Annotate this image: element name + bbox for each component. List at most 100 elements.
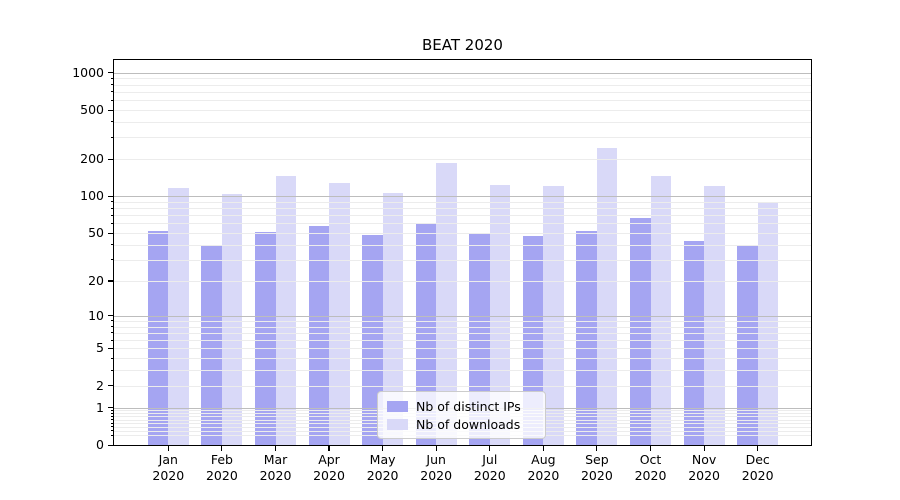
y-minor-tick-40 xyxy=(110,244,114,246)
bar-ips-mar xyxy=(255,232,276,445)
gridline-200 xyxy=(114,159,811,161)
y-tick-1 xyxy=(108,407,114,409)
x-label-month: Feb xyxy=(210,452,233,467)
gridline-50 xyxy=(114,233,811,235)
x-label-month: Dec xyxy=(745,452,770,467)
y-minor-tick-80 xyxy=(110,207,114,209)
y-minor-tick-800 xyxy=(110,84,114,86)
x-tick-dec xyxy=(757,445,759,451)
bar-downloads-dec xyxy=(757,201,779,445)
y-minor-tick-2 xyxy=(110,385,114,387)
gridline-6 xyxy=(114,340,811,342)
x-tick-jun xyxy=(435,445,437,451)
x-axis-label-nov: Nov 2020 xyxy=(672,452,736,483)
y-minor-tick-3 xyxy=(110,369,114,371)
y-minor-tick-8 xyxy=(110,326,114,328)
y-minor-tick-900 xyxy=(110,77,114,79)
x-tick-oct xyxy=(649,445,652,451)
x-label-year: 2020 xyxy=(205,467,238,483)
gridline-900 xyxy=(114,78,811,80)
x-label-year: 2020 xyxy=(634,467,667,483)
x-axis-label-apr: Apr 2020 xyxy=(297,452,361,483)
y-minor-tick-4 xyxy=(110,357,114,359)
x-label-year: 2020 xyxy=(152,467,185,483)
x-axis-label-jan: Jan 2020 xyxy=(136,452,200,483)
y-tick-0 xyxy=(108,444,114,446)
x-axis-label-feb: Feb 2020 xyxy=(190,452,254,483)
y-minor-tick-700 xyxy=(110,91,114,93)
x-axis-label-may: May 2020 xyxy=(351,452,415,483)
x-label-year: 2020 xyxy=(580,467,613,483)
legend-label: Nb of downloads xyxy=(416,416,521,432)
chart-title: BEAT 2020 xyxy=(422,36,503,54)
y-minor-tick-20 xyxy=(110,280,114,282)
legend-entry-distinct-ips: Nb of distinct IPs xyxy=(386,397,537,415)
y-minor-tick-0.4 xyxy=(110,426,114,428)
gridline-300 xyxy=(114,137,811,139)
y-tick-100 xyxy=(108,195,114,197)
y-axis-label-50: 50 xyxy=(88,225,104,241)
bar-ips-nov xyxy=(683,241,705,445)
x-axis-label-jul: Jul 2020 xyxy=(458,452,522,483)
bar-ips-sep xyxy=(576,231,597,445)
y-tick-10 xyxy=(108,315,114,317)
y-minor-tick-0.8 xyxy=(110,412,114,414)
x-label-month: Mar xyxy=(263,452,288,467)
y-minor-tick-300 xyxy=(110,136,114,138)
x-label-year: 2020 xyxy=(527,467,560,483)
y-axis-label-1000: 1000 xyxy=(72,64,104,80)
y-minor-tick-0.30000000000000004 xyxy=(110,430,114,432)
x-label-year: 2020 xyxy=(741,467,774,483)
gridline-60 xyxy=(114,223,811,225)
y-minor-tick-400 xyxy=(110,121,114,123)
gridline-5 xyxy=(114,348,811,350)
bar-downloads-aug xyxy=(543,185,564,445)
bar-downloads-apr xyxy=(329,183,350,445)
y-axis-label-5: 5 xyxy=(96,340,104,356)
y-axis-label-2: 2 xyxy=(96,377,104,393)
bar-ips-dec xyxy=(737,246,758,445)
x-label-month: Jun xyxy=(426,452,446,467)
legend-swatch-icon xyxy=(387,400,408,412)
y-axis-label-500: 500 xyxy=(80,102,104,117)
x-label-year: 2020 xyxy=(313,467,345,483)
x-tick-aug xyxy=(542,445,544,451)
gridline-7 xyxy=(114,332,811,334)
x-label-month: Apr xyxy=(318,452,340,467)
y-minor-tick-9 xyxy=(110,320,114,322)
y-axis-label-0: 0 xyxy=(96,437,104,452)
x-axis-label-jun: Jun 2020 xyxy=(404,452,468,483)
bar-downloads-nov xyxy=(704,185,725,445)
y-minor-tick-7 xyxy=(110,332,114,334)
x-label-month: Sep xyxy=(585,452,609,467)
gridline-3 xyxy=(114,370,811,372)
x-tick-sep xyxy=(596,445,598,451)
x-label-month: Aug xyxy=(531,452,556,467)
gridline-20 xyxy=(114,280,811,282)
gridline-10 xyxy=(114,315,811,317)
gridline-4 xyxy=(114,358,811,360)
gridline-100 xyxy=(114,196,811,198)
x-label-year: 2020 xyxy=(473,467,506,483)
bar-ips-feb xyxy=(201,244,222,445)
x-label-month: Nov xyxy=(691,452,717,467)
legend-swatch-icon xyxy=(387,418,408,430)
y-minor-tick-70 xyxy=(110,214,114,216)
gridline-800 xyxy=(114,84,811,86)
y-axis-label-10: 10 xyxy=(88,307,104,323)
x-label-month: May xyxy=(369,452,396,467)
y-axis-label-20: 20 xyxy=(88,272,104,288)
legend-entry-downloads: Nb of downloads xyxy=(386,415,537,433)
x-tick-mar xyxy=(274,445,277,451)
gridline-700 xyxy=(114,91,811,93)
y-minor-tick-60 xyxy=(110,222,114,224)
y-minor-tick-0.7000000000000001 xyxy=(110,415,114,417)
x-label-year: 2020 xyxy=(420,467,453,483)
bar-downloads-may xyxy=(382,192,404,445)
y-minor-tick-30 xyxy=(110,259,114,261)
x-axis-label-mar: Mar 2020 xyxy=(244,452,308,483)
gridline-500 xyxy=(114,110,811,111)
x-axis-label-oct: Oct 2020 xyxy=(619,452,683,483)
gridline-30 xyxy=(114,259,811,261)
